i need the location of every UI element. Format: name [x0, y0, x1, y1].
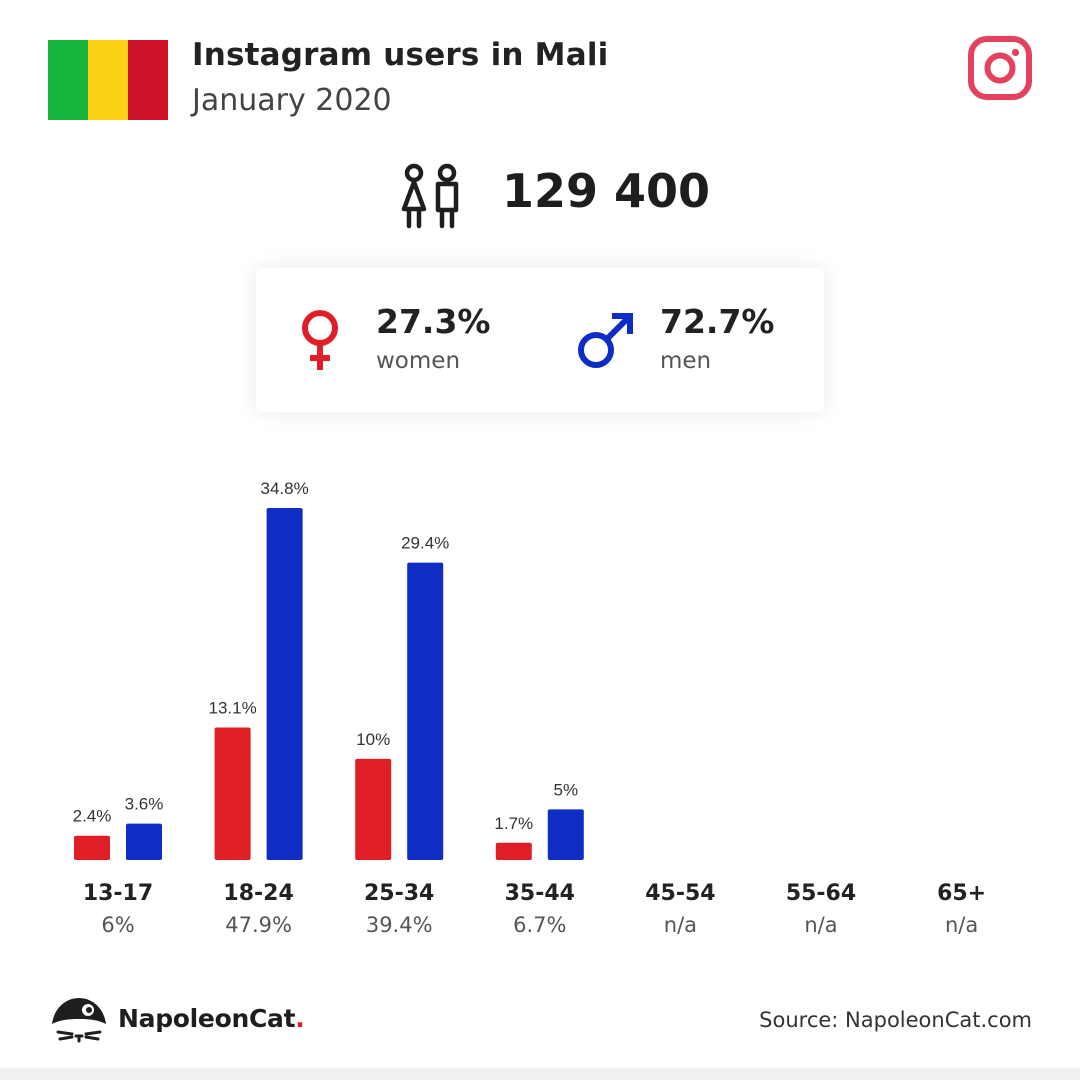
- bar-13-17-series-2: [126, 823, 162, 860]
- category-total-label: n/a: [664, 913, 697, 937]
- napoleoncat-logo-icon: [52, 998, 106, 1043]
- category-label: 25-34: [364, 881, 434, 906]
- bar-value-label: 5%: [554, 780, 579, 799]
- category-total-label: n/a: [804, 913, 837, 937]
- gender-split-card: 27.3% women 72.7% men: [256, 268, 824, 412]
- bar-value-label: 1.7%: [494, 814, 533, 833]
- men-percentage: 72.7%: [660, 302, 775, 341]
- category-label: 13-17: [83, 881, 153, 906]
- bar-value-label: 13.1%: [208, 698, 256, 717]
- category-label: 45-54: [645, 881, 715, 906]
- bar-value-label: 34.8%: [260, 479, 308, 498]
- flag-stripe-green: [48, 40, 88, 120]
- source-text: Source: NapoleonCat.com: [759, 1008, 1032, 1032]
- mali-flag: [48, 40, 168, 120]
- female-icon: [302, 310, 338, 370]
- bar-value-label: 10%: [356, 730, 390, 749]
- flag-stripe-red: [128, 40, 168, 120]
- chart-svg: 2.4% 3.6% 13-17 6% 13.1% 34.8% 18-24 47.9% 10% 29…: [73, 479, 987, 937]
- category-total-label: n/a: [945, 913, 978, 937]
- category-total-label: 39.4%: [366, 913, 433, 937]
- male-icon: [578, 313, 633, 368]
- brand-name: NapoleonCat: [118, 1004, 296, 1033]
- bar-25-34-series-1: [355, 758, 392, 860]
- bar-35-44-series-2: [547, 809, 584, 860]
- age-gender-bar-chart: 2.4% 3.6% 13-17 6% 13.1% 34.8% 18-24 47.9% 10% 29…: [0, 440, 1080, 960]
- bar-value-label: 3.6%: [125, 795, 164, 814]
- category-label: 55-64: [786, 881, 856, 906]
- category-label: 35-44: [505, 881, 575, 906]
- women-label: women: [376, 348, 461, 374]
- bar-35-44-series-1: [495, 842, 532, 860]
- women-percentage: 27.3%: [376, 302, 491, 341]
- bottom-strip: [0, 1068, 1080, 1080]
- total-users-value: 129 400: [502, 164, 711, 218]
- flag-stripe-yellow: [88, 40, 128, 120]
- instagram-icon: [968, 36, 1032, 100]
- bar-value-label: 29.4%: [401, 534, 449, 553]
- category-label: 65+: [937, 881, 986, 906]
- bar-25-34-series-2: [407, 562, 444, 860]
- bar-18-24-series-2: [266, 508, 303, 860]
- category-label: 18-24: [223, 881, 293, 906]
- bar-value-label: 2.4%: [73, 807, 112, 826]
- category-total-label: 6.7%: [513, 913, 566, 937]
- bar-18-24-series-1: [214, 727, 251, 860]
- category-total-label: 47.9%: [225, 913, 292, 937]
- men-label: men: [660, 348, 712, 374]
- users-icon: [401, 163, 459, 229]
- page-subtitle: January 2020: [192, 83, 392, 118]
- brand-dot: .: [295, 1004, 305, 1033]
- napoleoncat-brand: NapoleonCat.: [118, 1004, 305, 1033]
- bar-13-17-series-1: [74, 835, 110, 860]
- category-total-label: 6%: [101, 913, 134, 937]
- page-title: Instagram users in Mali: [192, 37, 609, 73]
